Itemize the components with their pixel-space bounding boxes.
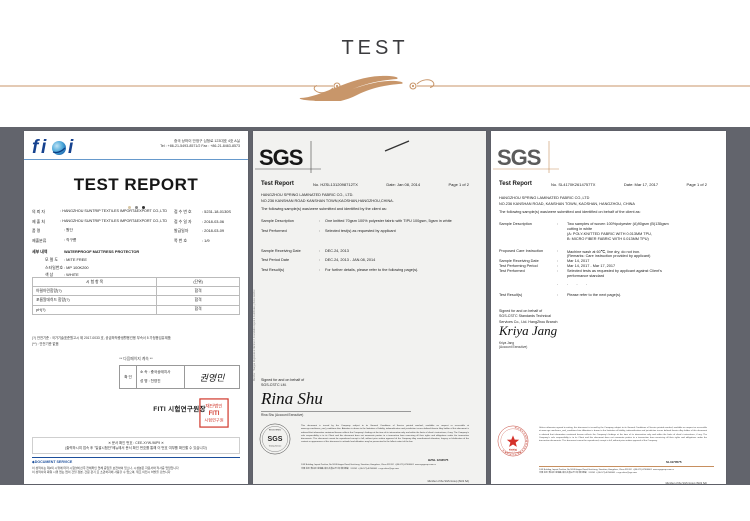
svg-text:REGISTERED: REGISTERED [269,430,282,432]
svg-text:i: i [68,137,74,157]
svg-text:재단법인: 재단법인 [205,402,222,409]
svg-text:f: f [32,137,40,157]
svg-text:i: i [41,137,47,157]
svg-text:SGS: SGS [268,436,283,443]
svg-text:시험연구원: 시험연구원 [204,416,223,423]
svg-text:FITI: FITI [209,410,220,417]
svg-text:检验检疫: 检验检疫 [509,447,517,451]
svg-text:Testing Service: Testing Service [269,445,282,448]
